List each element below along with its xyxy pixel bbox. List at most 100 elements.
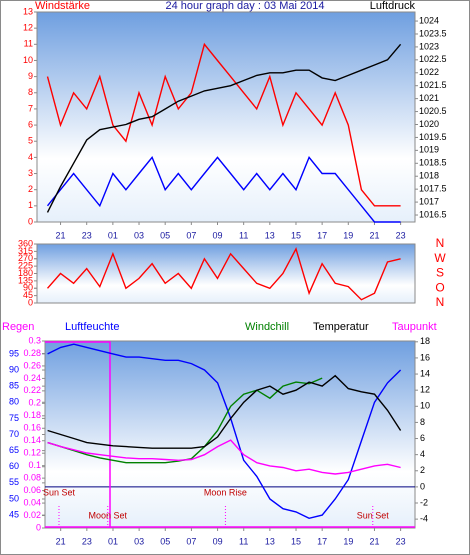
y-tick-label: 270 <box>18 253 33 263</box>
x-tick-label: 23 <box>82 230 92 240</box>
y3-tick-label: 16 <box>420 352 430 362</box>
x-tick-label: 09 <box>213 536 223 546</box>
series-line <box>46 42 401 207</box>
y2-tick-label: 1023.5 <box>419 28 447 38</box>
y-tick-label: 10 <box>23 55 33 65</box>
y-tick-label: 180 <box>18 268 33 278</box>
y2-tick-label: 1017 <box>419 196 439 206</box>
y-tick-label: 0.2 <box>28 398 41 408</box>
x-tick-label: 07 <box>186 536 196 546</box>
y-tick-label: 2 <box>28 184 33 194</box>
x-tick-label: 19 <box>343 230 353 240</box>
y2-tick-label: 1019 <box>419 145 439 155</box>
y-tick-label: 13 <box>23 6 33 16</box>
y2-tick-label: 1020.5 <box>419 106 447 116</box>
y-tick-label: 8 <box>28 87 33 97</box>
x-tick-label: 15 <box>291 230 301 240</box>
y-tick-label: 6 <box>28 119 33 129</box>
legend-label: Taupunkt <box>392 321 437 333</box>
y-tick-label: 0.24 <box>23 373 41 383</box>
y3-tick-label: 10 <box>420 401 430 411</box>
y-tick-label: 0 <box>28 216 33 226</box>
y3-tick-label: 2 <box>420 465 425 475</box>
y-tick-label: 5 <box>28 136 33 146</box>
y-tick-label: 0.14 <box>23 435 41 445</box>
legend-label: Windchill <box>245 321 289 333</box>
y3-tick-label: 18 <box>420 336 430 346</box>
y3-tick-label: -4 <box>420 514 428 524</box>
series-line <box>47 439 401 475</box>
y-tick-label: 12 <box>23 23 33 33</box>
y2-tick-label: 45 <box>9 509 19 519</box>
y-axis-label: Windstärke <box>35 0 90 12</box>
x-tick-label: 15 <box>291 536 301 546</box>
annotation-label: Sun Set <box>43 487 76 497</box>
y2-tick-label: N <box>436 295 445 309</box>
x-tick-label: 11 <box>239 230 248 240</box>
series-line <box>46 247 401 301</box>
y2-tick-label: 95 <box>9 348 19 358</box>
y2-tick-label: 1016.5 <box>419 209 447 219</box>
y-tick-label: 0.3 <box>28 335 41 345</box>
y3-tick-label: 12 <box>420 385 430 395</box>
y2-tick-label: 65 <box>9 445 19 455</box>
x-tick-label: 21 <box>369 536 379 546</box>
y2-tick-label: 1022 <box>419 67 439 77</box>
y2-tick-label: 75 <box>9 413 19 423</box>
y-tick-label: 0.06 <box>23 485 41 495</box>
y-tick-label: 0 <box>36 522 41 532</box>
y2-tick-label: 90 <box>9 364 19 374</box>
x-tick-label: 13 <box>265 536 275 546</box>
y2-tick-label: 1017.5 <box>419 184 447 194</box>
x-tick-label: 01 <box>108 230 118 240</box>
y-tick-label: 1 <box>28 200 33 210</box>
y2-tick-label: N <box>436 236 445 250</box>
y-tick-label: 0.1 <box>28 460 41 470</box>
x-tick-label: 05 <box>160 230 170 240</box>
series-line <box>46 43 402 213</box>
x-tick-label: 21 <box>56 536 66 546</box>
x-tick-label: 13 <box>265 230 275 240</box>
series-line <box>47 343 402 520</box>
y-tick-label: 0.22 <box>23 385 41 395</box>
x-tick-label: 17 <box>317 230 327 240</box>
series-line <box>46 156 401 223</box>
x-tick-label: 19 <box>343 536 353 546</box>
x-tick-label: 21 <box>369 230 379 240</box>
y2-tick-label: 80 <box>9 397 19 407</box>
y-tick-label: 3 <box>28 168 33 178</box>
y-tick-label: 7 <box>28 103 33 113</box>
y-axis-label: Regen <box>2 321 34 333</box>
plot-area <box>44 340 416 529</box>
y2-tick-label: 1021.5 <box>419 80 447 90</box>
y-tick-label: 0.02 <box>23 510 41 520</box>
y-tick-label: 360 <box>18 238 33 248</box>
plot-area <box>36 11 416 223</box>
y2-tick-label: 1022.5 <box>419 54 447 64</box>
y2-tick-label: 1024 <box>419 15 439 25</box>
x-tick-label: 11 <box>239 536 248 546</box>
x-tick-label: 21 <box>56 230 66 240</box>
y-tick-label: 90 <box>23 283 33 293</box>
y3-tick-label: 0 <box>420 481 425 491</box>
y2-tick-label: 1018.5 <box>419 158 447 168</box>
annotation-label: Moon Set <box>88 510 127 520</box>
y2-tick-label: O <box>435 280 444 294</box>
y2-tick-label: 60 <box>9 461 19 471</box>
x-tick-label: 01 <box>108 536 118 546</box>
annotation-label: Sun Set <box>357 510 390 520</box>
y-tick-label: 9 <box>28 71 33 81</box>
y2-tick-label: 70 <box>9 429 19 439</box>
annotation-label: Moon Rise <box>204 487 247 497</box>
y3-tick-label: 6 <box>420 433 425 443</box>
y-tick-label: 0.08 <box>23 473 41 483</box>
y3-tick-label: -2 <box>420 497 428 507</box>
y-tick-label: 0.28 <box>23 348 41 358</box>
y-tick-label: 225 <box>18 261 33 271</box>
y2-tick-label: 1019.5 <box>419 132 447 142</box>
x-tick-label: 17 <box>317 536 327 546</box>
y2-tick-label: 1020 <box>419 119 439 129</box>
plot-area <box>36 243 416 304</box>
legend-label: Temperatur <box>313 321 369 333</box>
